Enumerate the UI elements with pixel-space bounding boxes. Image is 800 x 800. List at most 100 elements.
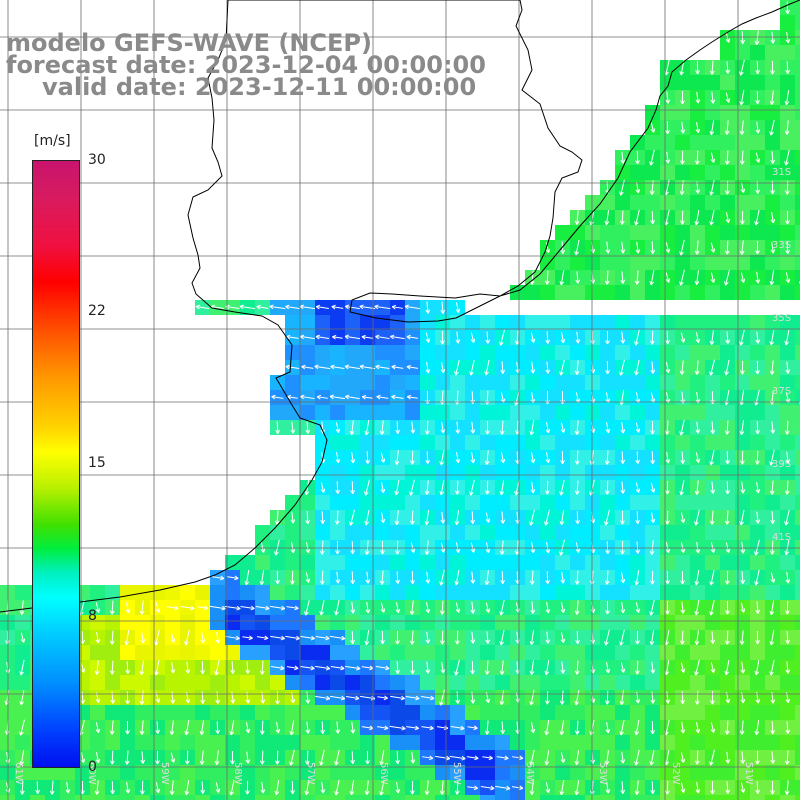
wind-cell [195,675,210,690]
wind-cell [330,315,345,330]
wind-cell [780,765,795,780]
wind-cell [690,375,705,390]
wind-cell [555,315,570,330]
wind-cell [630,705,645,720]
wind-arrow [484,359,490,376]
wind-cell [90,645,105,660]
wind-arrow [484,660,490,675]
wind-cell [435,525,450,540]
wind-arrow [410,780,415,795]
wind-cell [795,480,800,495]
wind-cell [90,705,105,720]
wind-arrow [95,631,101,644]
wind-cell [585,405,600,420]
wind-cell [690,525,705,540]
wind-arrow [605,480,610,495]
wind-cell [225,735,240,750]
wind-arrow [709,120,715,136]
wind-cell [720,495,735,510]
wind-cell [120,795,135,800]
wind-cell [480,375,495,390]
wind-cell [480,405,495,420]
wind-arrow [409,479,415,496]
wind-cell [690,735,705,750]
wind-arrow [634,359,640,376]
wind-arrow [574,450,580,465]
wind-arrow [694,209,700,226]
wind-cell [300,495,315,510]
wind-arrow [740,360,745,375]
wind-cell [105,735,120,750]
wind-arrow [455,302,461,313]
wind-arrow [469,359,475,376]
wind-cell [780,15,795,30]
wind-cell [375,315,390,330]
wind-arrow [740,182,746,193]
wind-arrow [725,781,731,794]
wind-arrow [605,331,610,345]
wind-cell [660,135,675,150]
wind-arrow [709,599,715,616]
wind-cell [795,765,800,780]
wind-cell [450,675,465,690]
wind-arrow [439,569,445,586]
wind-cell [450,735,465,750]
wind-cell [630,555,645,570]
wind-cell [360,555,375,570]
wind-cell [375,615,390,630]
wind-cell [780,735,795,750]
wind-cell [735,45,750,60]
lon-label: 52W [670,762,681,785]
wind-arrow [755,481,761,494]
wind-cell [720,165,735,180]
wind-arrow [695,722,701,734]
wind-cell [330,375,345,390]
wind-arrow [560,422,566,433]
wind-cell [765,375,780,390]
wind-cell [720,375,735,390]
lon-label: 56W [378,762,389,785]
wind-cell [345,345,360,360]
wind-cell [735,285,750,300]
wind-cell [330,765,345,780]
wind-cell [405,795,420,800]
wind-cell [105,765,120,780]
wind-arrow [349,420,355,435]
wind-cell [420,465,435,480]
wind-cell [780,645,795,660]
wind-cell [555,795,570,800]
wind-arrow [139,690,145,705]
wind-arrow [559,720,565,736]
wind-arrow [679,479,685,496]
wind-arrow [710,631,716,644]
wind-cell [375,765,390,780]
wind-arrow [769,449,775,466]
wind-arrow [620,540,625,555]
wind-cell [705,615,720,630]
lon-label: 54W [524,762,535,785]
wind-arrow [575,631,580,645]
wind-cell [765,765,780,780]
wind-arrow [665,510,670,525]
wind-arrow [80,662,86,673]
wind-cell [795,90,800,105]
wind-cell [270,585,285,600]
wind-cell [795,45,800,60]
wind-arrow [94,660,100,675]
wind-cell [765,75,780,90]
wind-arrow [530,452,536,464]
wind-arrow [665,451,671,464]
wind-arrow [634,270,640,285]
wind-cell [420,705,435,720]
wind-cell [570,435,585,450]
wind-cell [255,585,270,600]
wind-cell [705,585,720,600]
wind-arrow [319,540,325,555]
wind-cell [405,675,420,690]
wind-cell [390,495,405,510]
wind-arrow [315,695,331,701]
wind-cell [210,765,225,780]
wind-cell [630,315,645,330]
wind-arrow [755,750,760,765]
wind-cell [225,585,240,600]
